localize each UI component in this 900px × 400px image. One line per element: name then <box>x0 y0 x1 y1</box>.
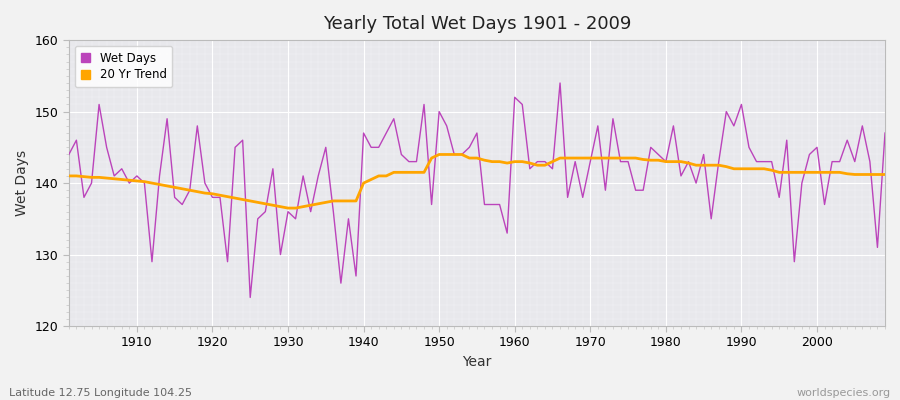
20 Yr Trend <box>63 174 74 178</box>
Wet Days <box>63 152 74 157</box>
Legend: Wet Days, 20 Yr Trend: Wet Days, 20 Yr Trend <box>75 46 173 87</box>
20 Yr Trend <box>124 178 135 183</box>
Text: Latitude 12.75 Longitude 104.25: Latitude 12.75 Longitude 104.25 <box>9 388 192 398</box>
20 Yr Trend <box>615 156 626 160</box>
20 Yr Trend <box>525 161 535 166</box>
Wet Days <box>509 95 520 100</box>
Wet Days <box>554 80 565 85</box>
Wet Days <box>245 295 256 300</box>
20 Yr Trend <box>283 206 293 210</box>
Wet Days <box>879 131 890 136</box>
Wet Days <box>615 159 626 164</box>
Y-axis label: Wet Days: Wet Days <box>15 150 29 216</box>
20 Yr Trend <box>298 204 309 209</box>
Wet Days <box>343 216 354 221</box>
Line: 20 Yr Trend: 20 Yr Trend <box>68 154 885 208</box>
Line: Wet Days: Wet Days <box>68 83 885 298</box>
Title: Yearly Total Wet Days 1901 - 2009: Yearly Total Wet Days 1901 - 2009 <box>323 15 631 33</box>
20 Yr Trend <box>434 152 445 157</box>
20 Yr Trend <box>517 159 527 164</box>
Wet Days <box>124 181 135 186</box>
Text: worldspecies.org: worldspecies.org <box>796 388 891 398</box>
20 Yr Trend <box>879 172 890 177</box>
Wet Days <box>517 102 527 107</box>
X-axis label: Year: Year <box>463 355 491 369</box>
Wet Days <box>298 174 309 178</box>
20 Yr Trend <box>343 198 354 203</box>
